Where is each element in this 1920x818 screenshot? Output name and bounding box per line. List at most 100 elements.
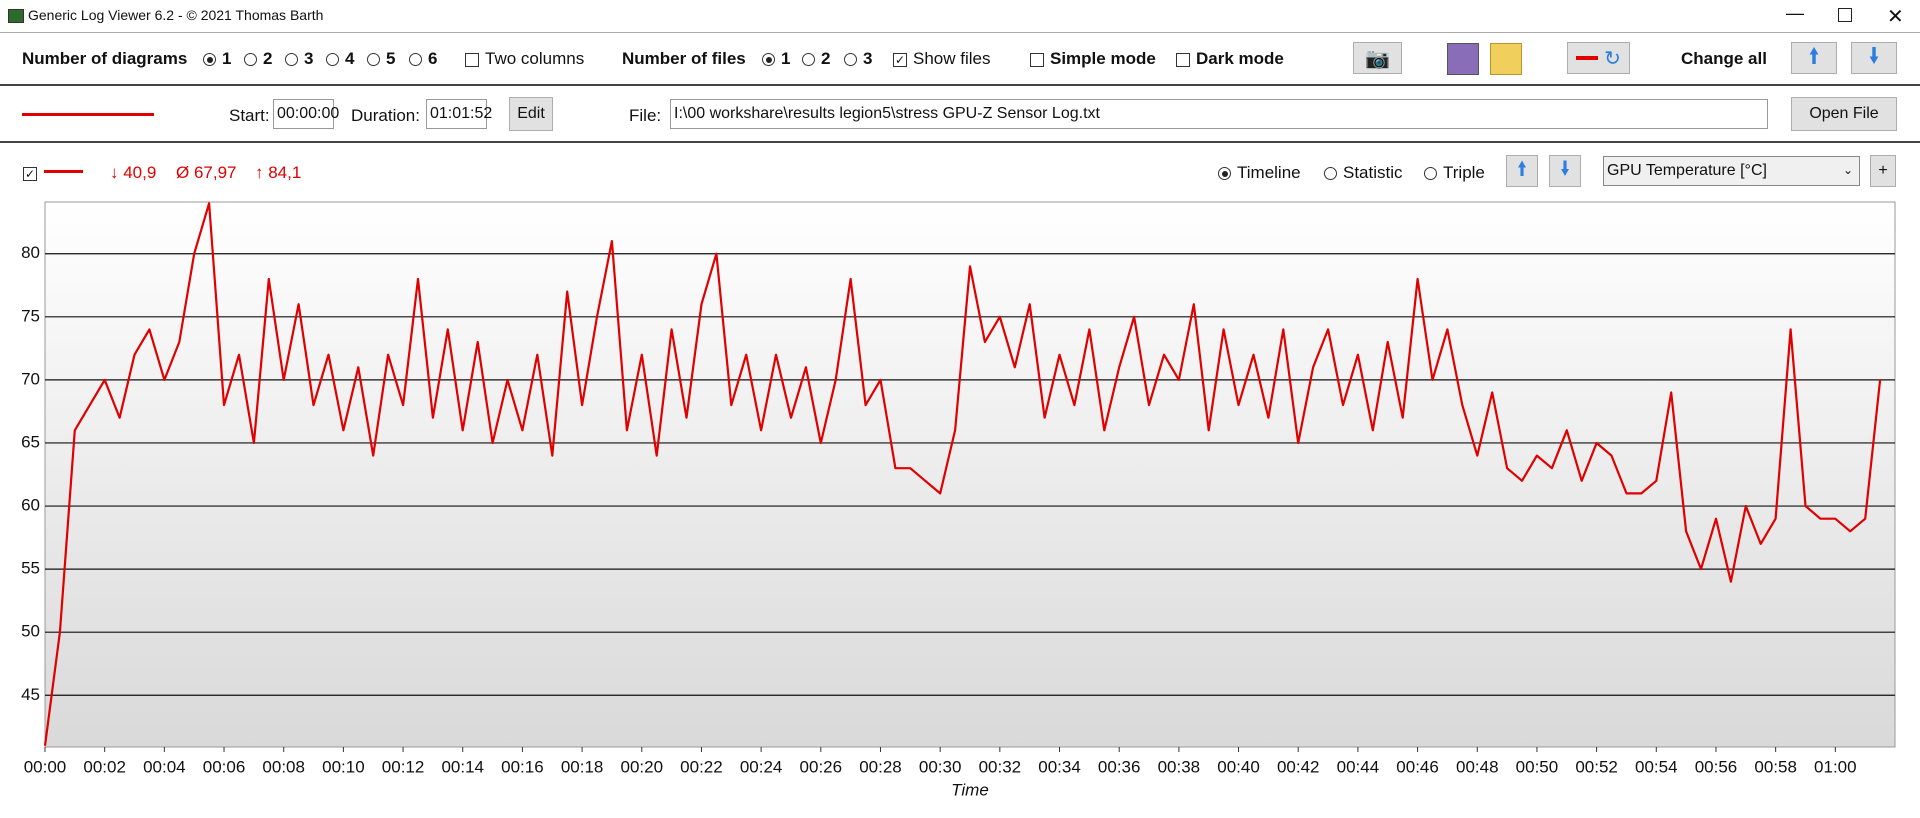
radio-label: 3 xyxy=(863,49,873,68)
duration-label: Duration: xyxy=(351,106,420,125)
x-tick-label: 00:04 xyxy=(143,757,186,776)
x-tick-label: 00:02 xyxy=(83,757,126,776)
x-tick-label: 00:56 xyxy=(1695,757,1738,776)
y-tick-label: 50 xyxy=(21,622,40,641)
simple-mode[interactable]: Simple mode xyxy=(1030,49,1156,69)
move-up-button[interactable]: 🠙 xyxy=(1791,42,1837,74)
series-toggle[interactable]: ✓ xyxy=(23,166,37,181)
sensor-select[interactable]: GPU Temperature [°C] ⌄ xyxy=(1603,156,1860,186)
radio-label: 6 xyxy=(428,49,438,68)
plot-area xyxy=(44,201,1896,748)
title-bar: Generic Log Viewer 6.2 - © 2021 Thomas B… xyxy=(0,0,1920,32)
change-all: Change all xyxy=(1681,49,1767,68)
x-tick-label: 00:38 xyxy=(1158,757,1201,776)
radio-button xyxy=(1324,167,1337,181)
series-color[interactable] xyxy=(22,113,154,116)
maximize[interactable] xyxy=(1838,8,1852,22)
radio-option[interactable]: 1 xyxy=(762,49,790,69)
x-tick-label: 00:24 xyxy=(740,757,783,776)
show-files[interactable]: ✓ Show files xyxy=(893,49,991,68)
x-tick-label: 00:28 xyxy=(859,757,902,776)
radio-option[interactable]: 4 xyxy=(326,49,354,69)
move-down-button[interactable]: 🠛 xyxy=(1851,42,1897,74)
x-tick-label: 00:10 xyxy=(322,757,365,776)
screenshot-button[interactable]: 📷 xyxy=(1353,42,1402,74)
radio-button xyxy=(367,53,380,67)
y-tick-label: 70 xyxy=(21,369,40,388)
chart-down-button[interactable]: 🠛 xyxy=(1549,155,1581,187)
radio-button xyxy=(326,53,339,67)
radio-option[interactable]: 5 xyxy=(367,49,395,69)
save-button[interactable] xyxy=(1447,43,1479,75)
max-value: ↑ 84,1 xyxy=(255,163,302,182)
radio-option[interactable]: 3 xyxy=(285,49,313,69)
x-tick-label: 00:58 xyxy=(1754,757,1797,776)
x-axis-label: Time xyxy=(951,780,989,799)
x-tick-label: 00:12 xyxy=(382,757,425,776)
radio-option[interactable]: Timeline xyxy=(1218,163,1301,183)
x-tick-label: 00:34 xyxy=(1038,757,1081,776)
x-tick-label: 00:52 xyxy=(1575,757,1618,776)
edit-button[interactable]: Edit xyxy=(509,97,553,131)
radio-button xyxy=(409,53,422,67)
minimize[interactable]: — xyxy=(1786,3,1804,23)
files-label: Number of files xyxy=(622,49,746,68)
x-tick-label: 00:20 xyxy=(621,757,664,776)
avg-value: Ø 67,97 xyxy=(176,163,237,182)
radio-label: 4 xyxy=(345,49,355,68)
y-tick-label: 60 xyxy=(21,496,40,515)
radio-option[interactable]: 3 xyxy=(844,49,872,69)
radio-button xyxy=(285,53,298,67)
radio-button xyxy=(802,53,815,67)
y-tick-label: 75 xyxy=(21,306,40,325)
duration-input[interactable]: 01:01:52 xyxy=(426,99,492,129)
file-path[interactable]: I:\00 workshare\results legion5\stress G… xyxy=(670,99,1768,129)
sensor-name: GPU Temperature [°C] xyxy=(1607,162,1767,179)
x-tick-label: 00:22 xyxy=(680,757,723,776)
radio-option[interactable]: 2 xyxy=(244,49,272,69)
chart-up-button[interactable]: 🠙 xyxy=(1506,155,1538,187)
x-tick-label: 01:00 xyxy=(1814,757,1857,776)
y-tick-label: 45 xyxy=(21,685,40,704)
radio-option[interactable]: 2 xyxy=(802,49,830,69)
radio-label: 1 xyxy=(222,49,232,68)
radio-label: 1 xyxy=(781,49,791,68)
x-tick-label: 00:44 xyxy=(1337,757,1380,776)
min-value: ↓ 40,9 xyxy=(110,163,157,182)
x-tick-label: 00:26 xyxy=(800,757,843,776)
series-line xyxy=(43,202,1882,746)
radio-option[interactable]: 1 xyxy=(203,49,231,69)
dark-mode-label: Dark mode xyxy=(1196,49,1284,68)
color-refresh-button[interactable]: ↻ xyxy=(1567,42,1630,74)
open-file-button[interactable]: Open File xyxy=(1791,97,1897,131)
x-tick-label: 00:08 xyxy=(262,757,305,776)
x-tick-label: 00:06 xyxy=(203,757,246,776)
start-label: Start: xyxy=(229,106,270,125)
two-columns-label: Two columns xyxy=(485,49,585,68)
radio-option[interactable]: 6 xyxy=(409,49,437,69)
y-tick-label: 80 xyxy=(21,243,40,262)
close[interactable]: ✕ xyxy=(1887,6,1904,28)
x-tick-label: 00:00 xyxy=(24,757,67,776)
radio-option[interactable]: Statistic xyxy=(1324,163,1403,183)
radio-option[interactable]: Triple xyxy=(1424,163,1485,183)
x-tick-label: 00:50 xyxy=(1516,757,1559,776)
x-tick-label: 00:36 xyxy=(1098,757,1141,776)
add-button[interactable]: + xyxy=(1870,155,1896,187)
separator xyxy=(0,84,1920,86)
radio-button xyxy=(762,53,775,67)
folder-button[interactable] xyxy=(1490,43,1522,75)
x-tick-label: 00:40 xyxy=(1217,757,1260,776)
radio-button xyxy=(203,53,216,67)
dark-mode[interactable]: Dark mode xyxy=(1176,49,1284,69)
start-input[interactable]: 00:00:00 xyxy=(273,99,339,129)
radio-label: 2 xyxy=(263,49,273,68)
two-columns[interactable]: Two columns xyxy=(465,49,584,69)
separator xyxy=(0,141,1920,143)
x-tick-label: 00:32 xyxy=(979,757,1022,776)
radio-button xyxy=(244,53,257,67)
radio-button xyxy=(844,53,857,67)
separator xyxy=(0,32,1920,33)
radio-label: Timeline xyxy=(1237,163,1301,182)
app-icon xyxy=(8,9,24,23)
